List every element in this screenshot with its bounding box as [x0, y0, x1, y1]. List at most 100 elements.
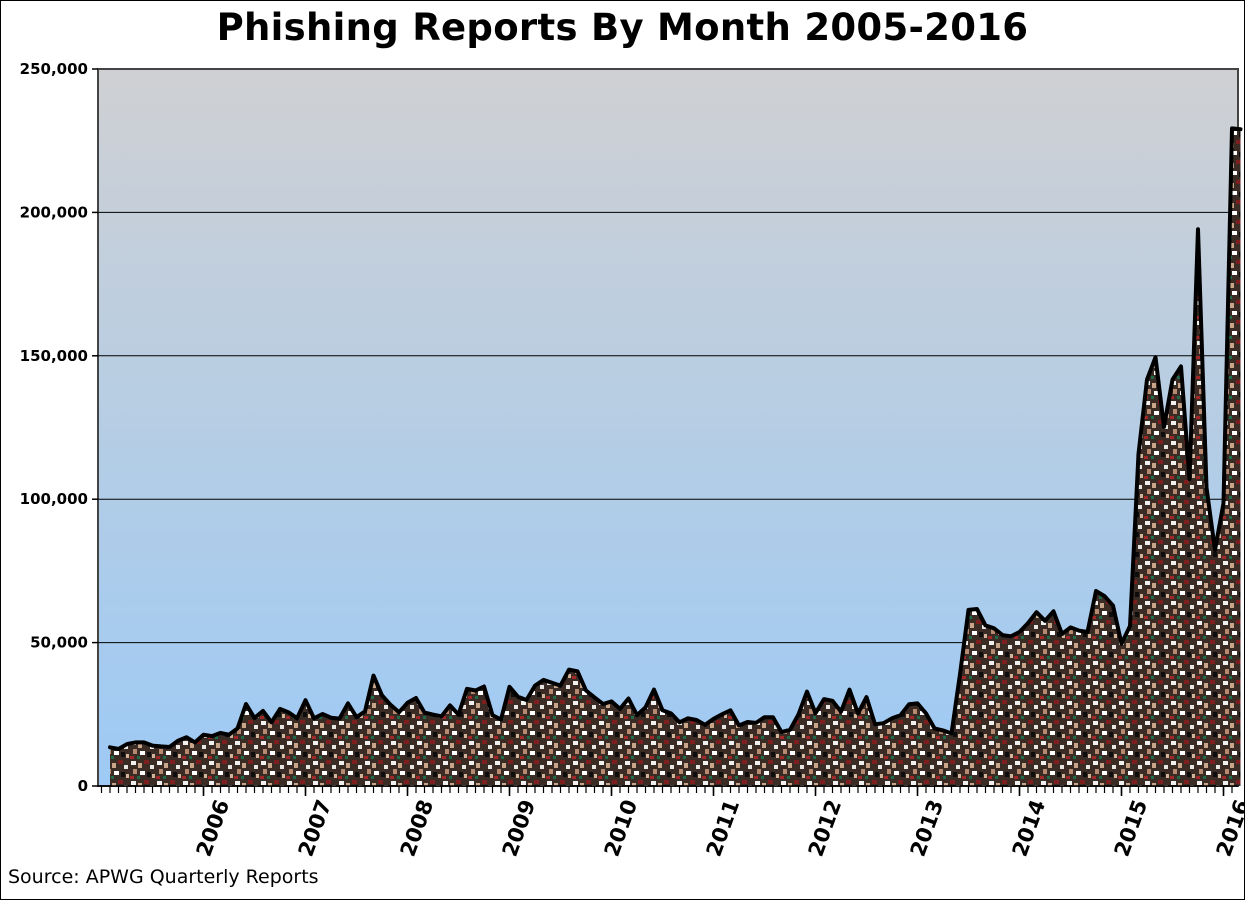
data-point — [805, 690, 809, 693]
data-point — [720, 712, 724, 716]
y-tick-label: 200,000 — [20, 203, 88, 221]
data-point — [202, 733, 205, 737]
data-point — [499, 718, 503, 721]
data-point — [1213, 548, 1217, 552]
data-point — [321, 712, 324, 716]
data-point — [1035, 610, 1038, 614]
data-point — [695, 718, 698, 722]
data-point — [1188, 477, 1191, 481]
data-point — [950, 732, 953, 735]
data-point — [508, 685, 511, 689]
data-point — [542, 678, 545, 682]
data-point — [346, 702, 350, 705]
data-point — [1137, 452, 1140, 456]
data-point — [712, 717, 715, 721]
data-point — [142, 741, 146, 744]
data-point — [1205, 486, 1208, 490]
data-point — [210, 734, 214, 738]
data-point — [788, 728, 792, 732]
data-point — [941, 729, 945, 732]
data-point — [567, 668, 571, 671]
data-point — [380, 694, 384, 697]
data-point — [227, 733, 231, 737]
data-point — [1077, 629, 1081, 632]
data-point — [1179, 365, 1183, 368]
data-point — [406, 701, 409, 705]
x-tick-label: 2014 — [1008, 797, 1051, 860]
data-point — [431, 713, 435, 716]
x-tick-label: 2006 — [192, 797, 235, 860]
data-point — [1230, 126, 1234, 130]
data-point — [899, 713, 902, 717]
data-point — [550, 681, 554, 685]
data-point — [933, 727, 936, 730]
data-point — [1145, 378, 1149, 381]
data-point — [1086, 630, 1089, 634]
data-point — [958, 672, 962, 676]
data-point — [771, 715, 775, 719]
data-point — [984, 624, 987, 627]
data-point — [916, 702, 919, 705]
data-point — [1052, 609, 1055, 613]
data-point — [754, 721, 758, 725]
data-point — [924, 712, 928, 715]
data-point — [414, 696, 418, 700]
data-point — [618, 707, 622, 711]
data-point — [159, 745, 163, 748]
data-point — [601, 702, 605, 706]
x-tick-label: 2015 — [1110, 797, 1153, 860]
data-point — [797, 712, 800, 716]
data-point — [261, 709, 265, 713]
data-point — [669, 712, 673, 715]
data-point — [661, 708, 664, 712]
data-point — [176, 739, 180, 743]
data-point — [372, 674, 375, 677]
source-note: Source: APWG Quarterly Reports — [8, 866, 319, 888]
chart-title: Phishing Reports By Month 2005-2016 — [216, 6, 1029, 49]
series-area — [110, 128, 1241, 786]
data-point — [1111, 604, 1115, 607]
y-tick-label: 150,000 — [20, 347, 88, 365]
data-point — [278, 707, 282, 711]
data-point — [363, 710, 367, 713]
data-point — [1069, 626, 1072, 629]
data-point — [304, 698, 307, 702]
x-tick-label: 2009 — [498, 797, 541, 860]
data-point — [193, 741, 197, 744]
data-point — [312, 716, 316, 720]
data-point — [686, 716, 690, 720]
data-point — [457, 713, 460, 716]
data-point — [185, 735, 188, 739]
series-line — [108, 126, 1243, 751]
data-point — [253, 716, 256, 720]
data-point — [763, 715, 766, 719]
data-point — [746, 720, 749, 724]
data-point — [856, 712, 860, 715]
data-point — [1094, 589, 1098, 593]
data-point — [108, 745, 112, 749]
data-point — [890, 716, 894, 720]
data-point — [134, 741, 137, 744]
data-point — [270, 720, 273, 724]
data-point — [465, 687, 469, 691]
data-point — [831, 699, 834, 703]
data-point — [882, 721, 885, 725]
data-point — [1162, 425, 1166, 429]
data-point — [389, 703, 392, 707]
data-point — [1043, 619, 1047, 623]
data-point — [814, 711, 817, 715]
data-point — [865, 695, 868, 699]
data-point — [1120, 642, 1123, 646]
data-point — [593, 696, 596, 699]
data-point — [397, 710, 401, 714]
data-point — [873, 722, 877, 726]
data-point — [117, 747, 120, 751]
data-point — [474, 689, 477, 692]
data-point — [533, 684, 537, 687]
data-point — [125, 742, 129, 746]
data-point — [737, 724, 741, 727]
x-tick-label: 2012 — [804, 797, 847, 860]
data-point — [168, 745, 171, 749]
data-point — [610, 700, 613, 703]
data-point — [491, 713, 494, 717]
